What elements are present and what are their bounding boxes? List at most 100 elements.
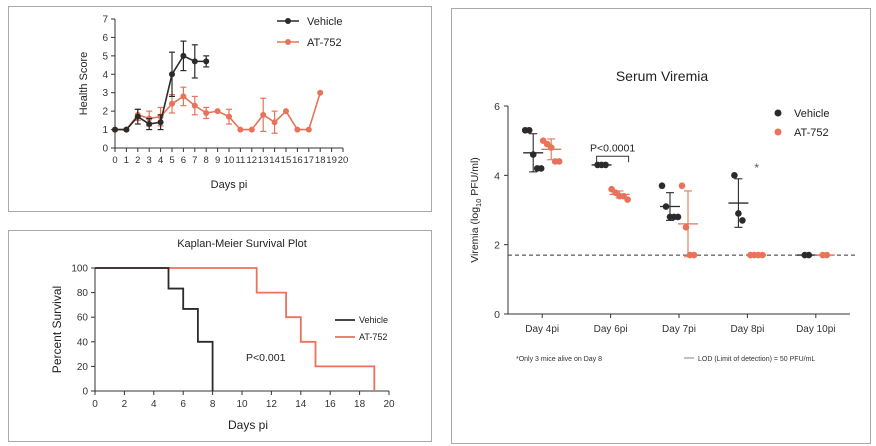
at752-data-point (305, 126, 312, 133)
at752-data-point (260, 111, 267, 118)
vehicle-data-point (157, 119, 164, 126)
vehicle-data-point (203, 58, 210, 65)
vehicle-legend-marker (285, 18, 291, 24)
vehicle-legend-label: Vehicle (359, 315, 388, 325)
x-tick-label: Day 8pi (730, 324, 764, 335)
x-tick-label: 19 (326, 155, 337, 166)
y-axis-label: Health Score (78, 52, 90, 116)
x-tick-label: 2 (122, 399, 128, 410)
footnote-right: LOD (Limit of detection) = 50 PFU/mL (698, 356, 815, 363)
vehicle-data-point (735, 210, 742, 217)
x-tick-label: 1 (124, 155, 129, 166)
vehicle-data-point (731, 172, 738, 179)
y-tick-label: 60 (77, 313, 89, 324)
p-value-annotation: P<0.0001 (590, 142, 635, 154)
significance-bracket (596, 155, 630, 163)
y-tick-label: 0 (82, 387, 88, 398)
x-tick-label: Day 6pi (594, 324, 628, 335)
vehicle-data-point (180, 52, 187, 59)
x-tick-label: 6 (180, 399, 186, 410)
at752-data-point (283, 108, 289, 115)
x-axis-label: Days pi (228, 418, 268, 432)
at752-data-point (237, 126, 244, 133)
vehicle-data-point (805, 251, 813, 259)
x-tick-label: 8 (210, 399, 216, 410)
x-tick-label: 12 (247, 155, 258, 166)
at752-survival-curve (95, 267, 376, 391)
y-axis-label: Percent Survival (50, 286, 64, 373)
y-tick-label: 80 (77, 288, 89, 299)
vehicle-data-point (146, 121, 153, 128)
vehicle-data-point (662, 203, 670, 210)
at752-data-point (823, 251, 831, 259)
x-tick-label: 4 (151, 399, 157, 410)
at752-legend-label: AT-752 (307, 37, 342, 49)
at752-data-point (294, 126, 301, 133)
vehicle-data-point (134, 113, 141, 120)
x-tick-label: Day 10pi (796, 324, 835, 335)
x-tick-label: 18 (354, 399, 366, 410)
x-tick-label: 16 (325, 399, 337, 410)
x-tick-label: 13 (258, 155, 269, 166)
vehicle-legend-marker (774, 109, 782, 117)
at752-data-point (547, 144, 555, 151)
health-score-panel: 0 1 2 3 4 5 6 7 0 1 2 3 4 5 6 7 8 9 10 11 12 13 14 15 16 17 18 19 20… (8, 6, 432, 212)
y-axis-label: Viremia (log10 PFU/ml) (469, 157, 483, 263)
x-tick-label: 10 (236, 399, 248, 410)
at752-data-point (203, 109, 210, 116)
vehicle-legend-label: Vehicle (794, 108, 829, 120)
y-tick-label: 40 (77, 337, 89, 348)
at752-legend-label: AT-752 (794, 127, 829, 139)
at752-data-point (214, 108, 221, 115)
x-tick-label: 8 (204, 155, 209, 166)
vehicle-survival-curve (95, 267, 214, 391)
at752-data-point (248, 126, 255, 133)
y-tick-label: 0 (102, 144, 108, 155)
vehicle-data-point (674, 213, 682, 221)
x-tick-label: 10 (224, 155, 235, 166)
at752-data-point (759, 251, 766, 259)
vehicle-data-point (169, 71, 175, 78)
chart-title: Kaplan-Meier Survival Plot (177, 238, 307, 250)
footnote-left: *Only 3 mice alive on Day 8 (516, 356, 602, 363)
x-tick-label: 18 (315, 155, 326, 166)
y-tick-label: 1 (102, 125, 108, 136)
kaplan-meier-panel: Kaplan-Meier Survival Plot 0 20 40 60 80 100 0 2… (8, 230, 432, 442)
x-tick-label: 7 (192, 155, 197, 166)
at752-data-point (678, 182, 686, 190)
at752-data-point (682, 224, 690, 231)
y-axis-label-part: Viremia (log (469, 207, 481, 263)
x-tick-label: 17 (304, 155, 315, 166)
x-tick-label: 14 (295, 399, 307, 410)
chart-title: Serum Viremia (616, 68, 709, 84)
x-tick-label: Day 4pi (525, 324, 559, 335)
x-tick-label: 9 (215, 155, 220, 166)
at752-data-point (317, 89, 324, 96)
x-tick-label: 14 (269, 155, 280, 166)
vehicle-data-point (537, 165, 545, 172)
at752-legend-marker (285, 39, 291, 45)
y-axis-label-part: PFU/ml) (469, 157, 481, 198)
x-tick-label: 20 (383, 399, 395, 410)
x-tick-label: 15 (281, 155, 292, 166)
at752-data-point (180, 93, 187, 100)
y-tick-label: 4 (494, 170, 500, 182)
x-tick-label: 11 (235, 155, 245, 166)
vehicle-data-point (529, 151, 537, 158)
x-tick-label: 2 (135, 155, 140, 166)
p-value-annotation: P<0.001 (246, 352, 286, 364)
vehicle-data-point (658, 182, 666, 190)
vehicle-data-point (602, 161, 609, 169)
vehicle-data-point (525, 126, 533, 134)
x-tick-label: Day 7pi (662, 324, 696, 335)
y-tick-label: 6 (494, 101, 500, 113)
x-tick-label: 20 (338, 155, 349, 166)
y-tick-label: 3 (102, 88, 108, 99)
x-tick-label: 0 (92, 399, 98, 410)
at752-legend-marker (774, 128, 782, 136)
y-tick-label: 2 (494, 240, 500, 252)
y-tick-label: 6 (102, 33, 108, 44)
asterisk-annotation: * (754, 161, 759, 175)
at752-data-point (690, 251, 698, 259)
